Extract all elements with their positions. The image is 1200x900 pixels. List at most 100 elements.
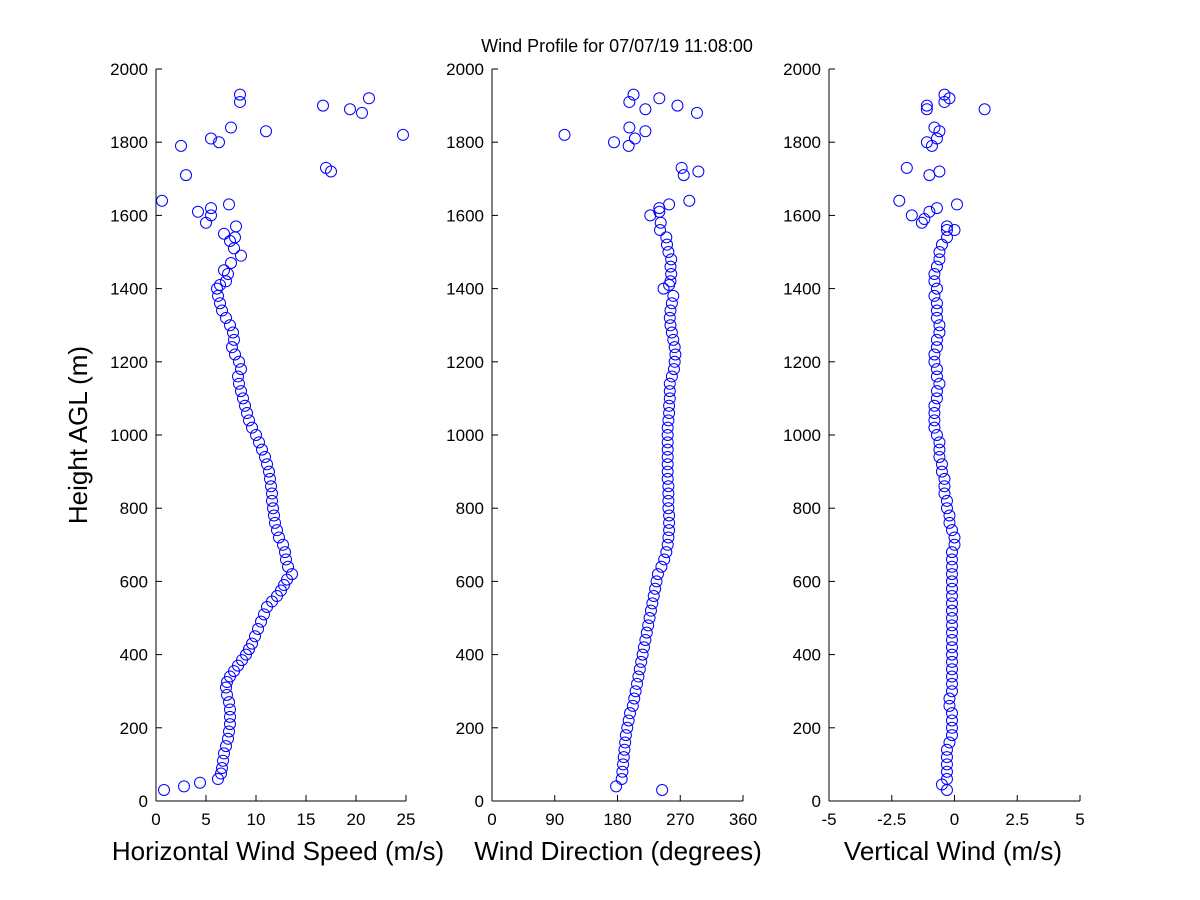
direction-data-point (663, 311, 676, 324)
vertical-data-point (945, 729, 958, 742)
speed-data-point (265, 480, 277, 493)
direction-data-point (623, 95, 636, 108)
speed-data-point (278, 579, 290, 592)
direction-data-point (675, 161, 688, 174)
vertical-data-point (938, 487, 951, 500)
vertical-data-point (933, 165, 946, 178)
speed-data-point (215, 767, 227, 780)
direction-data-point (661, 429, 674, 441)
direction-y-tick-label: 1800 (446, 133, 484, 152)
vertical-data-point (948, 224, 961, 237)
speed-data-point (240, 648, 252, 661)
direction-data-point (650, 575, 663, 588)
direction-data-point (608, 136, 621, 149)
direction-data-point (639, 125, 652, 138)
direction-data-point (664, 319, 677, 332)
speed-y-tick-label: 200 (120, 719, 148, 738)
speed-data-point (222, 267, 234, 280)
vertical-data-point (928, 355, 941, 368)
speed-data-point (218, 227, 230, 240)
direction-data-point (690, 106, 703, 119)
direction-data-point (660, 546, 673, 559)
vertical-data-point (945, 677, 958, 690)
direction-data-point (662, 414, 675, 427)
speed-data-point (234, 88, 246, 101)
direction-data-point (665, 326, 678, 339)
direction-x-tick-label: 270 (666, 810, 694, 829)
vertical-y-tick-label: 2000 (783, 60, 821, 79)
vertical-data-point (943, 509, 956, 522)
vertical-data-point (940, 751, 953, 764)
vertical-data-point (930, 132, 943, 145)
vertical-data-point (940, 220, 953, 233)
vertical-data-point (943, 692, 956, 705)
direction-data-point (624, 707, 637, 720)
vertical-data-point (930, 341, 943, 354)
vertical-x-tick-label: -2.5 (877, 810, 906, 829)
direction-y-tick-label: 800 (456, 499, 484, 518)
vertical-data-point (943, 516, 956, 529)
direction-y-tick-label: 1000 (446, 426, 484, 445)
speed-data-point (397, 128, 409, 141)
vertical-x-axis-label: Vertical Wind (m/s) (844, 836, 1062, 866)
direction-data-point (653, 92, 666, 105)
speed-data-point (220, 311, 232, 324)
speed-data-point (255, 615, 267, 628)
direction-data-point (663, 399, 676, 412)
direction-data-point (617, 751, 630, 764)
vertical-data-point (905, 209, 918, 222)
vertical-data-point (930, 260, 943, 273)
direction-data-point (658, 553, 671, 566)
vertical-data-point (943, 699, 956, 712)
direction-data-point (622, 714, 635, 727)
direction-x-tick-label: 360 (729, 810, 757, 829)
direction-data-point (667, 363, 680, 376)
vertical-data-point (933, 246, 946, 258)
vertical-data-point (930, 363, 943, 376)
direction-data-point (629, 685, 642, 698)
direction-data-point (662, 494, 675, 507)
speed-data-point (363, 92, 375, 105)
direction-data-point (637, 641, 650, 654)
direction-data-point (668, 341, 681, 354)
speed-data-point (235, 385, 247, 398)
vertical-data-point (938, 88, 951, 101)
vertical-data-point (930, 282, 943, 295)
direction-data-point (663, 516, 676, 529)
direction-data-point (647, 590, 660, 603)
vertical-data-point (930, 333, 943, 346)
speed-data-point (221, 688, 233, 701)
speed-data-point (214, 278, 226, 291)
direction-data-point (649, 582, 662, 595)
vertical-data-point (945, 663, 958, 676)
speed-data-point (194, 776, 206, 789)
vertical-data-point (928, 348, 941, 361)
direction-data-point (662, 531, 675, 544)
speed-x-axis-label: Horizontal Wind Speed (m/s) (112, 836, 444, 866)
speed-data-point (223, 696, 235, 709)
direction-data-point (632, 670, 645, 683)
speed-data-point (234, 95, 246, 108)
vertical-y-tick-label: 1200 (783, 353, 821, 372)
speed-data-point (256, 443, 268, 456)
direction-data-point (631, 677, 644, 690)
speed-y-tick-label: 0 (139, 792, 148, 811)
vertical-y-tick-label: 200 (793, 719, 821, 738)
vertical-data-point (923, 205, 936, 218)
direction-data-point (661, 538, 674, 551)
speed-y-tick-label: 600 (120, 572, 148, 591)
vertical-y-tick-label: 1600 (783, 206, 821, 225)
vertical-data-point (940, 494, 953, 507)
speed-data-point (266, 487, 278, 500)
speed-data-point (222, 732, 234, 745)
speed-data-point (224, 718, 236, 731)
speed-data-point (260, 125, 272, 138)
vertical-y-tick-label: 1000 (783, 426, 821, 445)
speed-data-point (258, 608, 270, 621)
vertical-data-point (938, 480, 951, 493)
direction-x-tick-label: 90 (545, 810, 564, 829)
vertical-data-point (920, 99, 933, 112)
vertical-data-point (930, 311, 943, 324)
speed-data-point (226, 341, 238, 354)
vertical-data-point (930, 429, 943, 441)
